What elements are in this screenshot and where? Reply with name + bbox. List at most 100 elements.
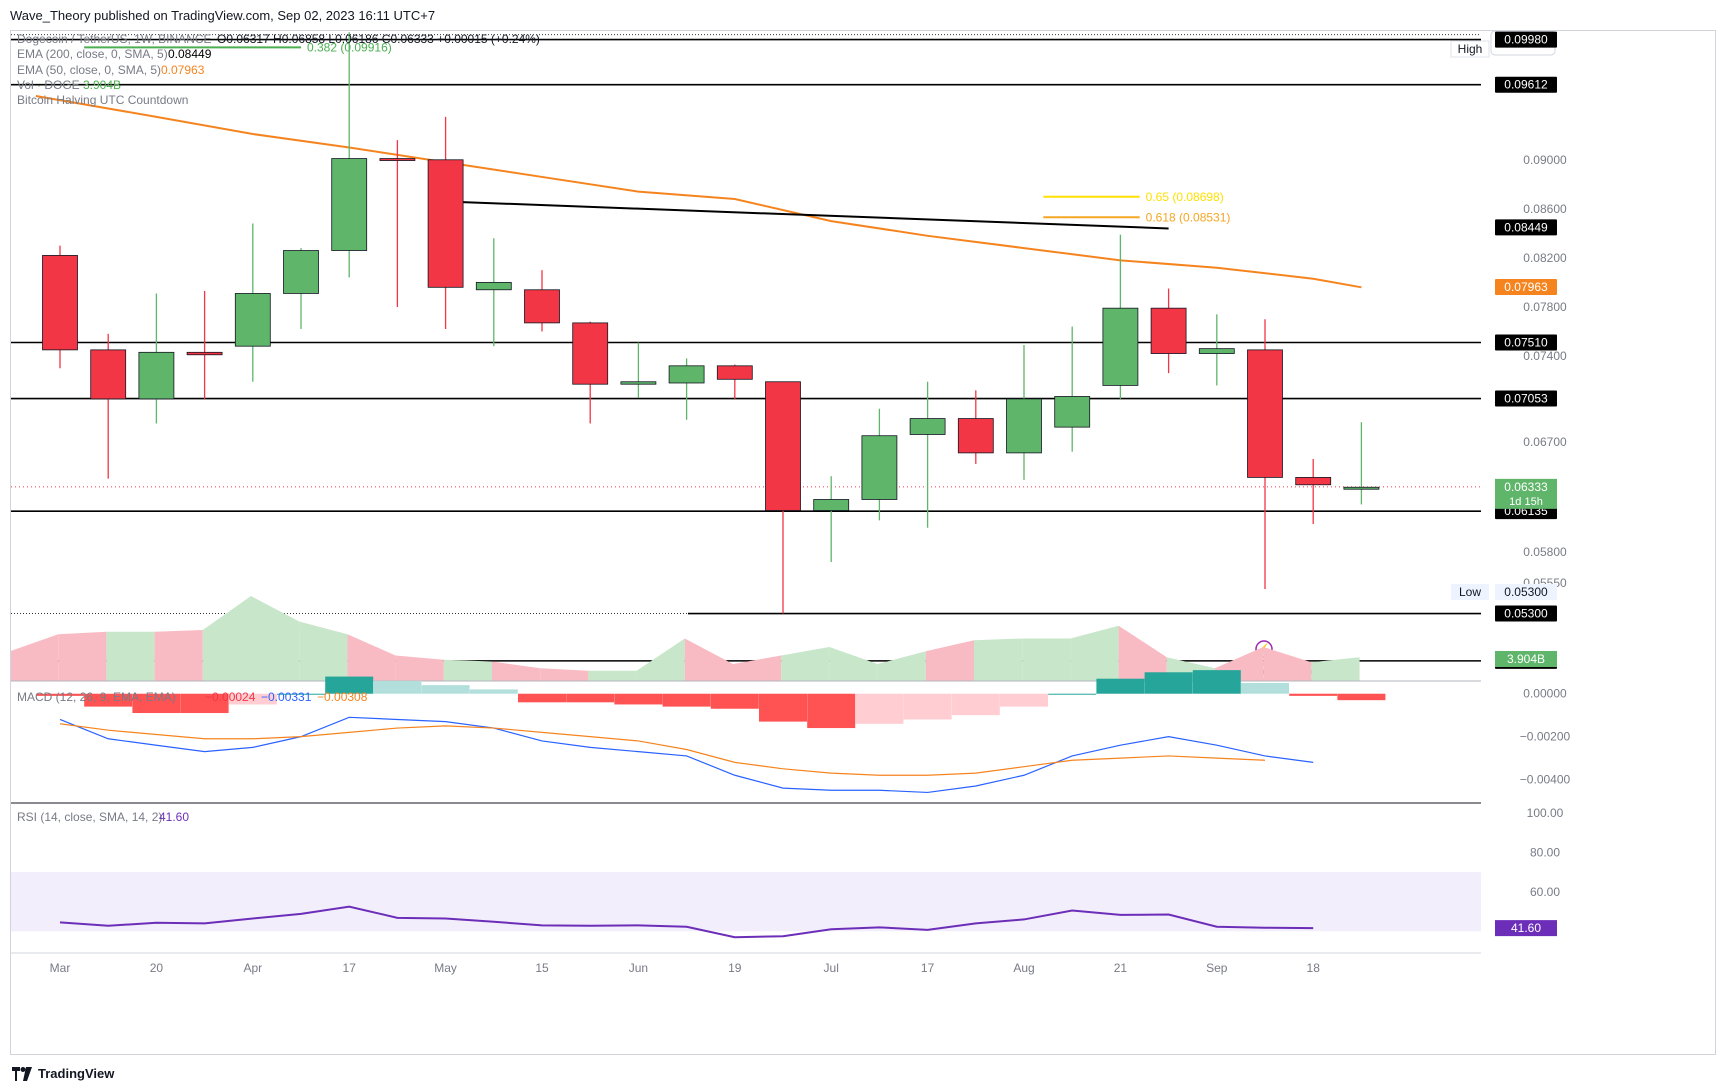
macd-pane [11,670,1481,804]
ema200-price-badge-bg [1495,219,1557,236]
price-axis-background [1481,31,1715,1054]
time-tick-label: 15 [535,961,549,975]
volume-area-segment [974,638,1023,681]
macd-legend-signal: −0.00308 [317,690,368,704]
macd-histogram-bar [1048,693,1097,695]
rsi-legend-value: 41.60 [159,810,189,824]
high-tag-bg [1450,40,1490,58]
candle-body [524,289,560,324]
volume-pane [11,596,1481,682]
volume-area-segment [733,655,782,681]
time-tick-label: 19 [728,961,742,975]
macd-histogram-bar [710,693,759,709]
macd-signal-line [59,723,1266,776]
ema200-line [445,200,1169,230]
price-tick-label: 0.08200 [1523,251,1567,265]
candle-body [1006,398,1042,454]
rsi-band [11,872,1481,932]
macd-histogram-bar [1000,693,1048,707]
macd-histogram-bar [1096,678,1145,694]
legend: Dogecoin / TetherUS, 1W, BINANCE O0.06317… [17,32,540,824]
macd-histogram-bar [1289,693,1338,696]
legend-ema200-label: EMA (200, close, 0, SMA, 5) [17,47,168,61]
macd-histogram-bar [180,693,229,714]
macd-legend-histogram: −0.00024 [205,690,256,704]
legend-halving-label: Bitcoin Halving UTC Countdown [17,93,188,107]
rsi-tick-label: 60.00 [1530,885,1560,899]
time-tick-label: 20 [150,961,164,975]
macd-histogram-bar [84,693,133,707]
macd-histogram-bar [228,693,277,705]
candle-body [90,349,127,400]
price-tick-label: 0.06700 [1523,435,1567,449]
tradingview-brand[interactable]: TradingView [12,1066,114,1081]
candle-body [957,418,994,454]
candle-body [283,250,319,294]
legend-vol-label: Vol · DOGE [17,78,80,92]
candle-body [331,158,368,251]
macd-histogram-bar [469,689,518,694]
candle-body [668,365,705,384]
macd-histogram-bar [132,693,181,714]
macd-histogram-bar [325,676,374,694]
rsi-tick-label: 100.00 [1527,806,1564,820]
time-tick-label: Aug [1013,961,1034,975]
level-price-badge-bg [1495,390,1557,407]
macd-tick-label: 0.00000 [1523,687,1567,701]
rsi-line [59,905,1314,939]
macd-histogram-bar [855,693,904,724]
volume-area-segment [11,634,59,681]
publisher-caption: Wave_Theory published on TradingView.com… [10,8,436,23]
level-price-badge: 0.09980 [1504,33,1548,47]
time-tick-label: Sep [1206,961,1228,975]
macd-tick-label: −0.00400 [1520,773,1571,787]
macd-histogram-bar [1144,672,1193,694]
macd-histogram-bar [373,680,422,694]
low-tag: Low [1459,585,1481,599]
price-pane: 0.65 (0.08698)0.618 (0.08531)0.382 (0.09… [11,32,1481,681]
volume-area-segment [106,631,155,681]
price-tick-label: 0.09000 [1523,153,1567,167]
rsi-pane [11,872,1481,954]
macd-histogram-bar [1337,693,1386,701]
volume-area-segment [684,638,733,681]
chart-canvas[interactable]: 0.65 (0.08698)0.618 (0.08531)0.382 (0.09… [11,30,1715,1054]
volume-area-segment [1118,625,1167,681]
chart-frame[interactable]: 0.65 (0.08698) 0.618 (0.08531) 0.382 (0.09… [10,30,1716,1055]
macd-histogram-bar [1241,683,1289,694]
macd-histogram-bar [566,693,615,703]
volume-area-segment [58,631,107,681]
fib-level-label: 0.65 (0.08698) [1146,190,1224,204]
legend-ema50-value: 0.07963 [161,63,205,77]
macd-histogram-bar [903,693,952,720]
price-tick-label: 0.07800 [1523,300,1567,314]
candle-body [138,351,175,400]
legend-symbol: Dogecoin / TetherUS, 1W, BINANCE [17,32,212,46]
time-tick-label: May [434,961,457,975]
last-price-badge: 0.06333 [1504,480,1548,494]
candle-body [1150,307,1187,354]
level-price-badge-bg [1495,76,1557,93]
volume-area-segment [877,651,926,681]
volume-area-segment [1263,647,1312,681]
level-price-badge: 0.07510 [1504,336,1548,350]
volume-area-segment [299,621,348,681]
time-tick-label: 17 [921,961,935,975]
legend-vol-value: 3.904B [83,78,121,92]
macd-histogram-bar [421,685,470,694]
candle-body [379,158,416,161]
last-price-badge-bg [1495,478,1557,509]
low-value-badge-bg [1495,584,1557,600]
candle-body [861,435,898,500]
ema50-line [35,95,1362,289]
candle-body [427,159,464,288]
tradingview-logo-icon [12,1066,32,1081]
volume-area-segment [588,670,637,681]
volume-area-segment [636,638,685,681]
macd-histogram-bar [36,693,84,696]
time-tick-label: Jun [629,961,648,975]
time-tick-label: Apr [243,961,262,975]
macd-histogram-bar [662,693,711,707]
volume-area-segment [1311,657,1360,681]
macd-histogram-bar [759,693,807,722]
